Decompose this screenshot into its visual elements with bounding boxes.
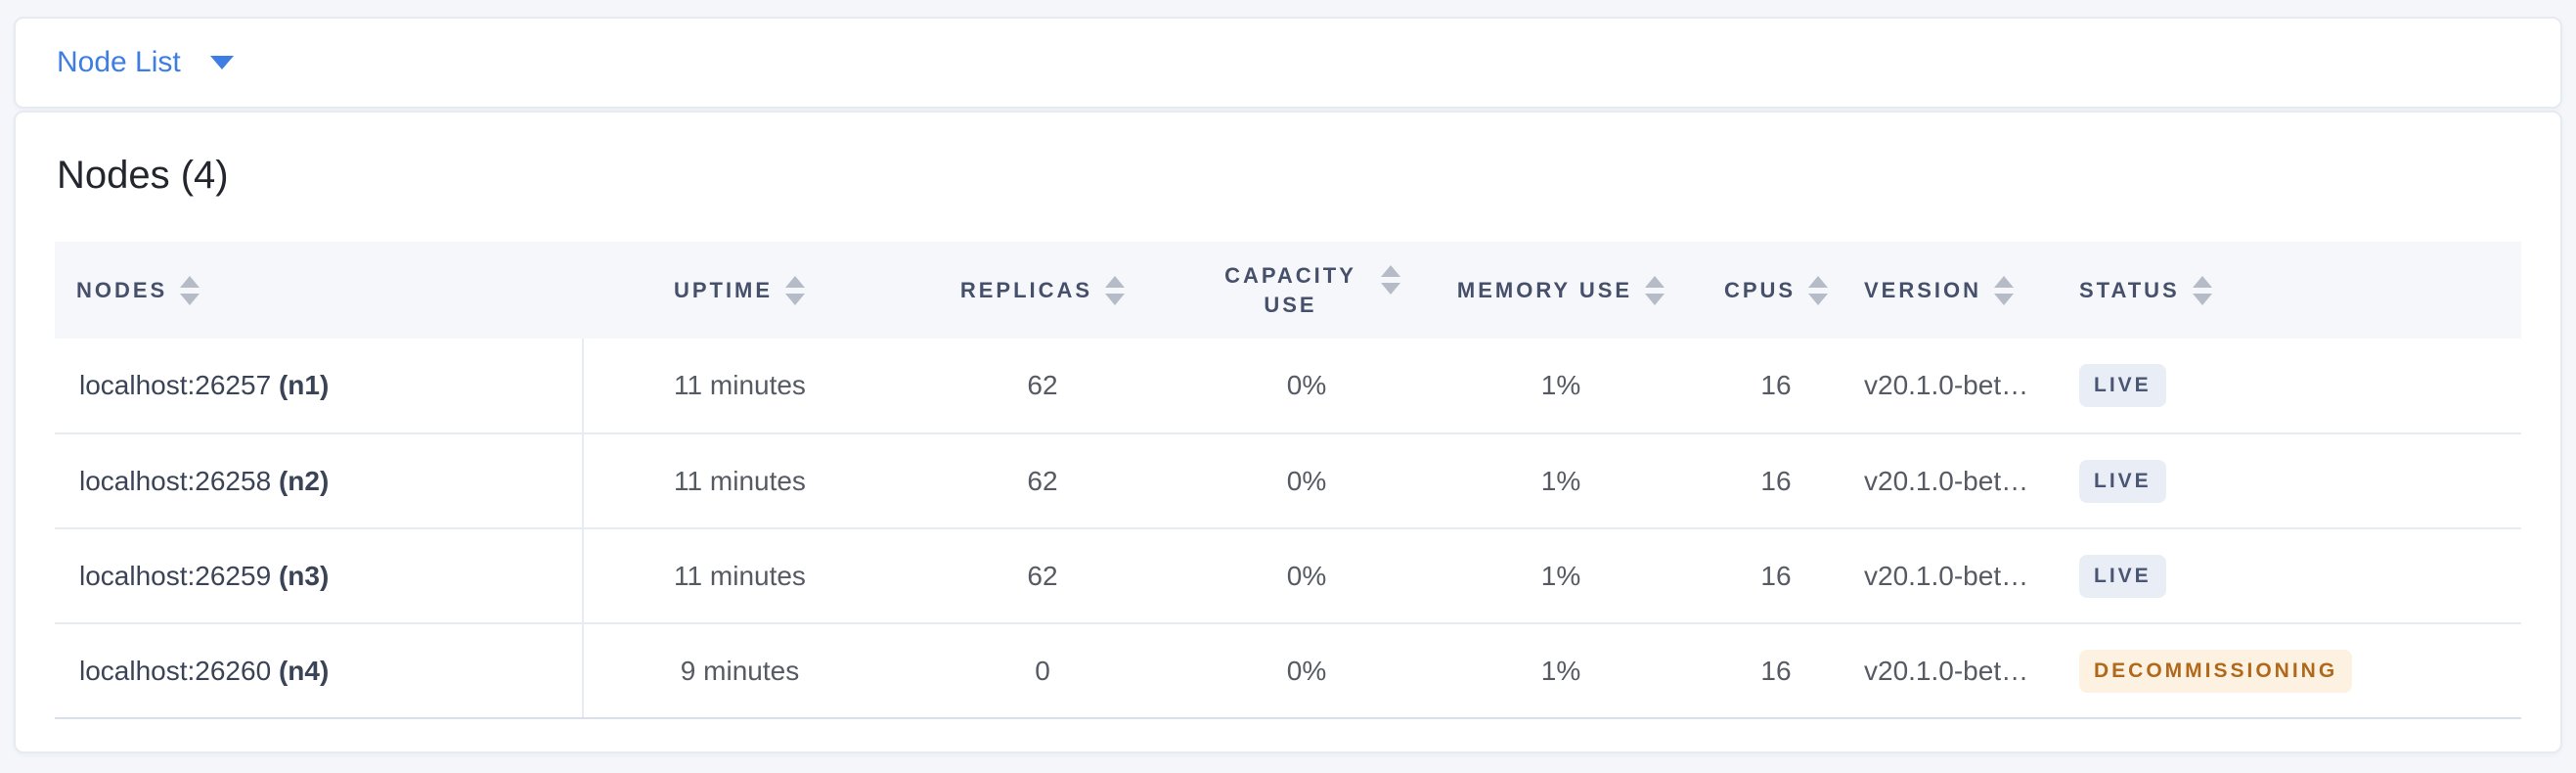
column-label: MEMORY USE — [1456, 277, 1633, 302]
node-address: localhost:26260 — [79, 655, 272, 686]
memory-use-cell: 1% — [1424, 433, 1698, 529]
status-cell: LIVE — [2079, 339, 2521, 434]
capacity-use-cell: 0% — [1189, 339, 1424, 434]
column-label: REPLICAS — [959, 277, 1093, 302]
node-id: (n3) — [278, 560, 330, 591]
node-address-cell: localhost:26259 (n3) — [55, 528, 584, 624]
column-label: CAPACITY USE — [1224, 262, 1356, 317]
memory-use-cell: 1% — [1424, 528, 1698, 624]
capacity-use-cell: 0% — [1189, 623, 1424, 719]
sort-icon — [1380, 264, 1400, 295]
column-header-nodes[interactable]: NODES — [55, 242, 583, 339]
node-id: (n1) — [278, 370, 330, 400]
status-badge: LIVE — [2079, 554, 2166, 598]
version-cell: v20.1.0-bet… — [1854, 433, 2079, 529]
uptime-cell: 11 minutes — [583, 433, 896, 529]
sort-icon — [785, 275, 806, 305]
version-cell: v20.1.0-bet… — [1854, 339, 2079, 434]
sort-icon — [1994, 275, 2015, 305]
version-cell: v20.1.0-bet… — [1854, 623, 2079, 719]
sort-icon — [1645, 275, 1666, 305]
replicas-cell: 62 — [896, 339, 1189, 434]
table-row: localhost:26258 (n2) 11 minutes 62 0% 1%… — [55, 433, 2521, 529]
status-cell: LIVE — [2079, 528, 2521, 624]
replicas-cell: 0 — [896, 623, 1189, 719]
caret-down-icon — [209, 56, 234, 69]
node-id: (n2) — [278, 465, 330, 496]
table-row: localhost:26260 (n4) 9 minutes 0 0% 1% 1… — [55, 623, 2521, 719]
uptime-cell: 11 minutes — [583, 528, 896, 624]
capacity-use-cell: 0% — [1189, 433, 1424, 529]
cpus-cell: 16 — [1698, 433, 1854, 529]
cpus-cell: 16 — [1698, 339, 1854, 434]
view-selector-dropdown[interactable]: Node List — [57, 46, 234, 79]
node-address: localhost:26258 — [79, 465, 272, 496]
nodes-panel: Nodes (4) NODES UPTIME REPLICAS CAPACITY… — [14, 111, 2562, 753]
node-address-cell: localhost:26258 (n2) — [55, 433, 584, 529]
cpus-cell: 16 — [1698, 528, 1854, 624]
column-header-memory-use[interactable]: MEMORY USE — [1424, 242, 1698, 339]
status-cell: LIVE — [2079, 433, 2521, 529]
column-header-replicas[interactable]: REPLICAS — [896, 242, 1189, 339]
version-cell: v20.1.0-bet… — [1854, 528, 2079, 624]
column-header-status[interactable]: STATUS — [2079, 242, 2521, 339]
uptime-cell: 11 minutes — [583, 339, 896, 434]
view-selector-label: Node List — [57, 46, 181, 78]
sort-icon — [1808, 275, 1829, 305]
column-label: NODES — [76, 277, 168, 302]
view-selector-bar: Node List — [14, 17, 2562, 109]
node-address-cell: localhost:26257 (n1) — [55, 339, 584, 434]
page-title: Nodes (4) — [57, 154, 229, 197]
column-label: VERSION — [1864, 277, 1982, 302]
node-address: localhost:26257 — [79, 370, 272, 400]
column-label: STATUS — [2079, 277, 2180, 302]
status-badge: LIVE — [2079, 364, 2166, 407]
table-row: localhost:26259 (n3) 11 minutes 62 0% 1%… — [55, 528, 2521, 624]
node-address: localhost:26259 — [79, 560, 272, 591]
table-row: localhost:26257 (n1) 11 minutes 62 0% 1%… — [55, 339, 2521, 434]
replicas-cell: 62 — [896, 433, 1189, 529]
node-id: (n4) — [278, 655, 330, 686]
column-header-cpus[interactable]: CPUS — [1698, 242, 1854, 339]
column-header-capacity-use[interactable]: CAPACITY USE — [1189, 242, 1424, 339]
memory-use-cell: 1% — [1424, 623, 1698, 719]
cpus-cell: 16 — [1698, 623, 1854, 719]
nodes-table: NODES UPTIME REPLICAS CAPACITY USE MEMOR… — [55, 242, 2521, 719]
sort-icon — [1105, 275, 1126, 305]
column-header-version[interactable]: VERSION — [1854, 242, 2079, 339]
status-cell: DECOMMISSIONING — [2079, 623, 2521, 719]
status-badge: DECOMMISSIONING — [2079, 649, 2353, 693]
table-header-row: NODES UPTIME REPLICAS CAPACITY USE MEMOR… — [55, 242, 2521, 339]
node-address-cell: localhost:26260 (n4) — [55, 623, 584, 719]
column-label: UPTIME — [673, 277, 774, 302]
uptime-cell: 9 minutes — [583, 623, 896, 719]
replicas-cell: 62 — [896, 528, 1189, 624]
column-label: CPUS — [1723, 277, 1797, 302]
status-badge: LIVE — [2079, 459, 2166, 503]
sort-icon — [2192, 275, 2212, 305]
memory-use-cell: 1% — [1424, 339, 1698, 434]
capacity-use-cell: 0% — [1189, 528, 1424, 624]
sort-icon — [180, 275, 200, 305]
column-header-uptime[interactable]: UPTIME — [583, 242, 896, 339]
